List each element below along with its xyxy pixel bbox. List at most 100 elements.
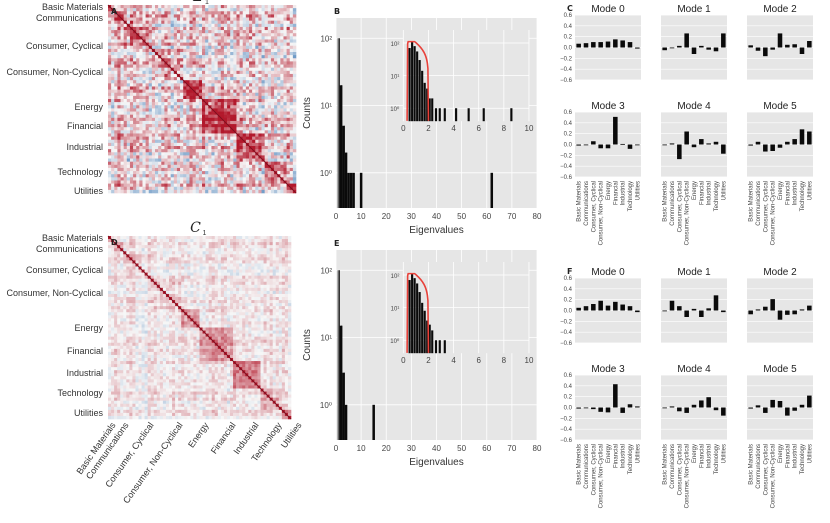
heatmap-cell [267,30,272,34]
heatmap-cell [126,260,130,264]
heatmap-cell [117,242,121,246]
heatmap-title: Σ [192,0,203,5]
heatmap-cell [252,120,256,125]
heatmap-cell [283,48,287,53]
heatmap-cell [135,257,139,261]
heatmap-cell [145,171,150,175]
heatmap-cell [192,171,197,175]
heatmap-cell [161,114,165,119]
heatmap-cell [167,124,171,128]
heatmap-cell [148,146,153,150]
heatmap-cell [144,284,148,289]
heatmap-cell [108,186,112,191]
heatmap-cell [199,239,203,243]
heatmap-cell [170,83,175,87]
heatmap-cell [257,290,261,295]
heatmap-cell [139,180,143,184]
heatmap-cell [258,89,262,94]
heatmap-cell [186,26,190,31]
heatmap-cell [260,281,264,286]
heatmap-cell [108,171,112,175]
heatmap-cell [261,120,265,125]
heatmap-cell [170,117,175,122]
heatmap-cell [159,278,164,283]
heatmap-cell [267,23,272,28]
heatmap-cell [184,300,188,304]
heatmap-cell [181,245,185,249]
heatmap-cell [153,263,158,267]
heatmap-cell [108,86,112,90]
heatmap-cell [187,297,191,301]
heatmap-cell [269,303,273,307]
heatmap-cell [167,111,171,115]
heatmap-cell [245,42,250,47]
heatmap-cell [178,248,182,252]
heatmap-cell [144,275,148,279]
heatmap-cell [151,55,156,59]
heatmap-cell [189,99,193,103]
heatmap-cell [230,136,234,141]
heatmap-cell [226,290,231,295]
heatmap-cell [129,55,134,59]
heatmap-cell [217,58,222,62]
heatmap-cell [111,111,115,115]
heatmap-cell [164,167,168,172]
heatmap-cell [123,86,128,90]
heatmap-cell [120,39,124,43]
heatmap-cell [266,248,270,252]
heatmap-cell [242,89,247,94]
heatmap-cell [272,290,277,295]
heatmap-cell [114,272,118,276]
heatmap-cell [181,254,185,258]
heatmap-cell [159,272,164,276]
heatmap-cell [148,17,153,21]
heatmap-cell [172,303,176,307]
heatmap-cell [192,39,197,43]
heatmap-cell [159,257,164,261]
heatmap-cell [292,95,297,100]
heatmap-cell [211,86,215,90]
heatmap-cell [214,36,218,40]
heatmap-cell [120,130,124,134]
heatmap-cell [245,83,250,87]
heatmap-cell [117,61,121,65]
heatmap-cell [251,266,255,270]
heatmap-cell [156,260,161,264]
heatmap-cell [129,33,134,37]
heatmap-cell [195,133,200,137]
heatmap-cell [111,180,115,184]
heatmap-cell [198,70,203,75]
heatmap-cell [270,83,275,87]
heatmap-cell [264,73,269,78]
heatmap-cell [278,297,283,301]
heatmap-cell [236,17,240,21]
heatmap-cell [255,158,259,162]
heatmap-cell [245,111,250,115]
heatmap-cell [145,155,150,159]
heatmap-cell [233,124,237,128]
heatmap-cell [173,64,178,68]
heatmap-cell [292,92,297,97]
heatmap-cell [283,67,287,72]
heatmap-cell [242,108,247,112]
heatmap-cell [133,161,137,166]
heatmap-cell [280,124,284,128]
heatmap-cell [169,242,173,246]
heatmap-cell [123,80,128,84]
heatmap-cell [263,303,267,307]
heatmap-cell [270,86,275,90]
heatmap-cell [198,152,203,156]
heatmap-cell [192,92,197,97]
heatmap-cell [280,183,284,188]
heatmap-cell [198,14,203,18]
heatmap-cell [155,61,159,65]
heatmap-cell [126,155,131,159]
heatmap-cell [270,23,275,28]
heatmap-cell [208,48,212,53]
heatmap-cell [211,245,216,249]
heatmap-cell [161,161,165,166]
heatmap-cell [167,152,171,156]
heatmap-cell [255,70,259,75]
heatmap-cell [205,278,209,283]
heatmap-cell [202,189,206,194]
